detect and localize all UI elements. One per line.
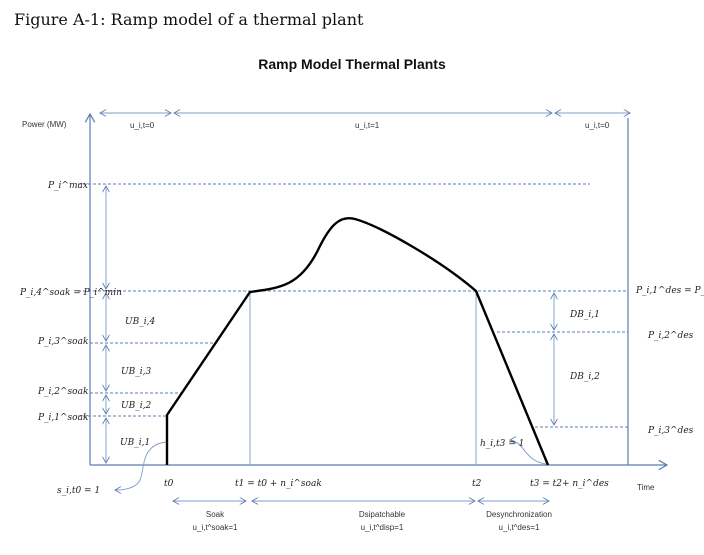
ub3-label: UB_i,3 xyxy=(121,367,151,377)
db1-label: DB_i,1 xyxy=(569,310,600,320)
status-off-after-label: u_i,t=0 xyxy=(585,121,610,130)
ub1-label: UB_i,1 xyxy=(120,438,150,448)
p3des-label: P_i,3^des xyxy=(647,426,694,436)
dispatchable-phase-label: Dsipatchable xyxy=(359,510,406,519)
x-axis-label: Time xyxy=(637,483,655,492)
status-off-before-label: u_i,t=0 xyxy=(130,121,155,130)
start-event-arrow xyxy=(115,441,167,490)
desync-phase-label: Desynchronization xyxy=(486,510,552,519)
status-on-label: u_i,t=1 xyxy=(355,121,380,130)
p2des-label: P_i,2^des xyxy=(647,331,694,341)
ub2-label: UB_i,2 xyxy=(121,401,151,411)
p3soak-label: P_i,3^soak xyxy=(37,337,88,347)
soak-phase-var: u_i,t^soak=1 xyxy=(193,523,238,532)
t3-label: t3 = t2+ n_i^des xyxy=(530,479,609,489)
power-profile-curve xyxy=(165,216,550,466)
y-axis-label: Power (MW) xyxy=(22,120,67,129)
stop-event-label: h_i,t3 = 1 xyxy=(480,439,524,449)
figure-title: Figure A-1: Ramp model of a thermal plan… xyxy=(14,10,364,29)
t1-label: t1 = t0 + n_i^soak xyxy=(235,479,322,489)
chart-title: Ramp Model Thermal Plants xyxy=(258,56,446,72)
ub4-label: UB_i,4 xyxy=(125,317,155,327)
soak-phase-label: Soak xyxy=(206,510,225,519)
pmax-label: P_i^max xyxy=(47,181,88,191)
stop-event-arrow xyxy=(510,440,547,465)
t2-label: t2 xyxy=(472,479,482,489)
p1soak-label: P_i,1^soak xyxy=(37,413,88,423)
desync-phase-var: u_i,t^des=1 xyxy=(499,523,540,532)
t0-label: t0 xyxy=(164,479,174,489)
p4soak-label: P_i,4^soak = P_i^min xyxy=(19,288,122,298)
p2soak-label: P_i,2^soak xyxy=(37,387,88,397)
db2-label: DB_i,2 xyxy=(569,372,600,382)
dispatchable-phase-var: u_i,t^disp=1 xyxy=(361,523,404,532)
p1des-label: P_i,1^des = P_i^min xyxy=(635,286,704,296)
start-event-label: s_i,t0 = 1 xyxy=(57,486,100,496)
